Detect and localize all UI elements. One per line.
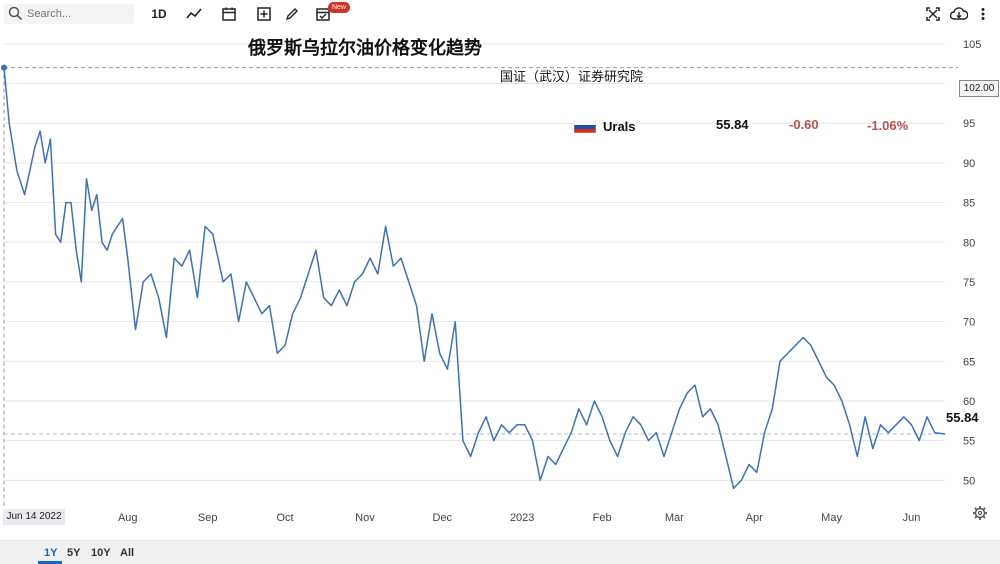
urals-price-line <box>3 67 946 490</box>
y-tick-label: 75 <box>963 277 975 289</box>
x-tick-label: Jun <box>903 512 921 524</box>
x-tick-label: 2023 <box>510 512 534 524</box>
chart-subtitle: 国证（武汉）证券研究院 <box>500 69 644 84</box>
chart-title: 俄罗斯乌拉尔油价格变化趋势 <box>248 38 482 58</box>
y-tick-label: 85 <box>963 198 975 210</box>
russia-flag-icon <box>574 121 596 133</box>
fullscreen-button[interactable] <box>923 4 943 24</box>
x-tick-label: May <box>821 512 842 524</box>
toolbar: 1D New <box>0 0 1000 28</box>
line-chart-button[interactable] <box>184 4 204 24</box>
start-date-tag: Jun 14 2022 <box>3 509 65 525</box>
download-button[interactable] <box>948 4 970 24</box>
y-tick-label: 65 <box>963 356 975 368</box>
y-tick-label: 50 <box>963 475 975 487</box>
x-axis-ticks: Aug Sep Oct Nov Dec 2023 Feb Mar Apr May Jun <box>118 512 920 524</box>
x-tick-label: Oct <box>276 512 293 524</box>
timeframe-button[interactable]: 1D <box>151 7 167 21</box>
legend-series-name: Urals <box>603 119 636 134</box>
range-5y-button[interactable]: 5Y <box>67 547 81 559</box>
calendar-icon <box>222 7 236 21</box>
x-tick-label: Nov <box>355 512 375 524</box>
x-tick-label: Dec <box>432 512 452 524</box>
fullscreen-icon <box>926 7 940 21</box>
events-button[interactable] <box>313 4 333 24</box>
more-icon <box>981 8 985 20</box>
x-tick-label: Sep <box>198 512 218 524</box>
cloud-download-icon <box>950 7 968 20</box>
gear-icon[interactable] <box>972 505 988 521</box>
search-icon <box>8 6 23 21</box>
range-bar: 1Y 5Y 10Y All <box>0 540 1000 564</box>
range-all-button[interactable]: All <box>120 547 135 559</box>
legend-change: -0.60 <box>789 117 819 132</box>
add-icon <box>257 7 271 21</box>
calendar-check-icon <box>316 8 330 21</box>
y-tick-label: 60 <box>963 396 975 408</box>
y-tick-label: 95 <box>963 118 975 130</box>
pencil-icon <box>285 8 298 21</box>
x-tick-label: Mar <box>665 512 684 524</box>
x-tick-label: Aug <box>118 512 138 524</box>
x-tick-label: Apr <box>746 512 763 524</box>
search-box[interactable] <box>4 4 134 24</box>
draw-button[interactable] <box>282 4 302 24</box>
line-chart-icon <box>186 8 202 19</box>
search-input[interactable] <box>25 8 129 20</box>
more-button[interactable] <box>975 4 991 24</box>
x-tick-label: Feb <box>593 512 612 524</box>
y-tick-label: 80 <box>963 237 975 249</box>
y-tick-label: 70 <box>963 317 975 329</box>
max-value-tag: 102.00 <box>959 80 999 97</box>
price-chart[interactable]: 50556065707580859095100105 AugSepOctNovD… <box>0 28 1000 540</box>
y-tick-label: 90 <box>963 158 975 170</box>
calendar-button[interactable] <box>219 4 239 24</box>
y-tick-label: 55 <box>963 436 975 448</box>
last-value-label: 55.84 <box>946 410 979 425</box>
legend-change-percent: -1.06% <box>867 118 909 133</box>
add-indicator-button[interactable] <box>254 4 274 24</box>
start-point-marker <box>1 64 7 71</box>
y-tick-label: 105 <box>963 39 981 51</box>
range-10y-button[interactable]: 10Y <box>91 547 111 559</box>
new-badge: New <box>328 2 351 13</box>
grid-lines <box>4 43 945 481</box>
legend-price: 55.84 <box>716 117 749 132</box>
range-1y-button[interactable]: 1Y <box>44 547 58 559</box>
